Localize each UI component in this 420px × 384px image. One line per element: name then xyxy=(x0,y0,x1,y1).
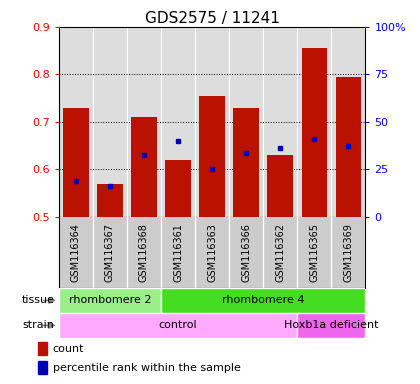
Bar xyxy=(38,342,47,355)
Text: GSM116361: GSM116361 xyxy=(173,223,183,281)
Text: tissue: tissue xyxy=(21,295,55,306)
Text: GSM116369: GSM116369 xyxy=(344,223,353,281)
Bar xyxy=(59,288,161,313)
Text: Hoxb1a deficient: Hoxb1a deficient xyxy=(284,320,378,331)
Text: strain: strain xyxy=(23,320,55,331)
Bar xyxy=(161,288,365,313)
Text: count: count xyxy=(52,344,84,354)
Text: GSM116364: GSM116364 xyxy=(71,223,81,281)
Title: GDS2575 / 11241: GDS2575 / 11241 xyxy=(144,11,280,26)
Bar xyxy=(234,108,259,217)
Text: GSM116368: GSM116368 xyxy=(139,223,149,281)
Text: control: control xyxy=(159,320,197,331)
Text: GSM116367: GSM116367 xyxy=(105,223,115,281)
Bar xyxy=(165,160,191,217)
Text: percentile rank within the sample: percentile rank within the sample xyxy=(52,363,240,373)
Bar xyxy=(97,184,123,217)
Bar xyxy=(131,117,157,217)
Text: GSM116362: GSM116362 xyxy=(275,223,285,281)
Bar xyxy=(302,48,327,217)
Text: GSM116363: GSM116363 xyxy=(207,223,217,281)
Text: GSM116365: GSM116365 xyxy=(309,223,319,281)
Bar xyxy=(297,313,365,338)
Text: rhombomere 4: rhombomere 4 xyxy=(222,295,304,306)
Bar xyxy=(268,155,293,217)
Bar xyxy=(200,96,225,217)
Text: rhombomere 2: rhombomere 2 xyxy=(68,295,151,306)
Bar xyxy=(336,77,361,217)
Bar xyxy=(59,313,297,338)
Bar xyxy=(38,361,47,374)
Text: GSM116366: GSM116366 xyxy=(241,223,251,281)
Bar xyxy=(63,108,89,217)
